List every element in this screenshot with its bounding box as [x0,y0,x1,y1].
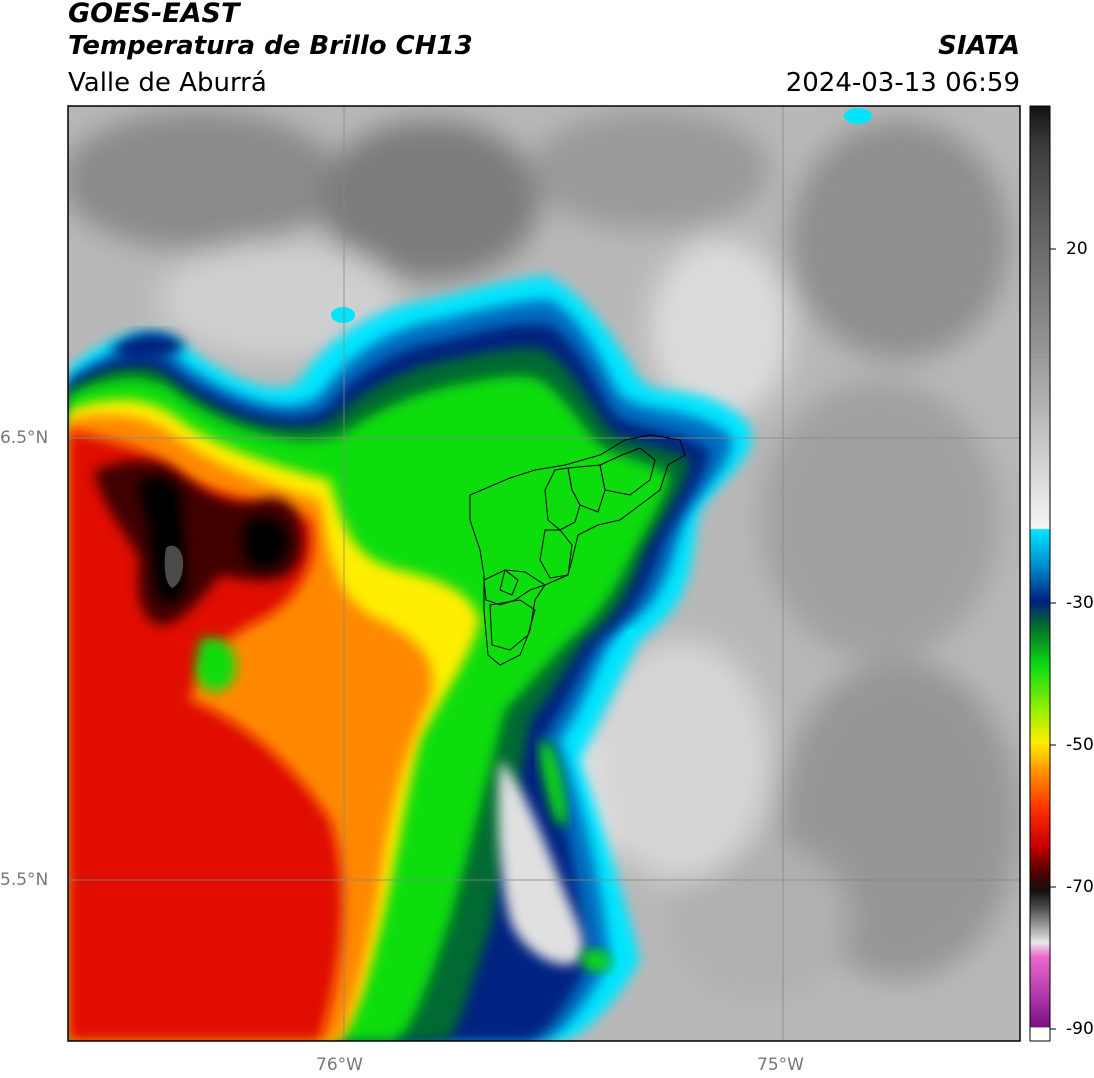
datetime-label: 2024-03-13 06:59 [785,68,1020,98]
product-title: GOES-EAST [68,0,240,29]
lat-label-6-5n: 6.5°N [0,428,49,448]
map-frame [67,105,1021,1042]
lat-label-5-5n: 5.5°N [0,870,49,890]
colorbar [1029,105,1056,1042]
municipal-boundaries [469,434,686,666]
product-subtitle: Temperatura de Brillo CH13 [68,31,473,61]
lon-label-76w: 76°W [316,1055,363,1075]
region-label: Valle de Aburrá [68,68,267,98]
colorbar-tick-label: -90 [1066,1019,1094,1039]
colorbar-tick-label: -70 [1066,877,1094,897]
colorbar-tick-label: 20 [1066,239,1088,259]
lon-label-75w: 75°W [757,1055,804,1075]
gridlines [68,106,1020,1041]
colorbar-tick-label: -50 [1066,735,1094,755]
colorbar-tick-label: -30 [1066,593,1094,613]
organization-label: SIATA [938,31,1020,61]
